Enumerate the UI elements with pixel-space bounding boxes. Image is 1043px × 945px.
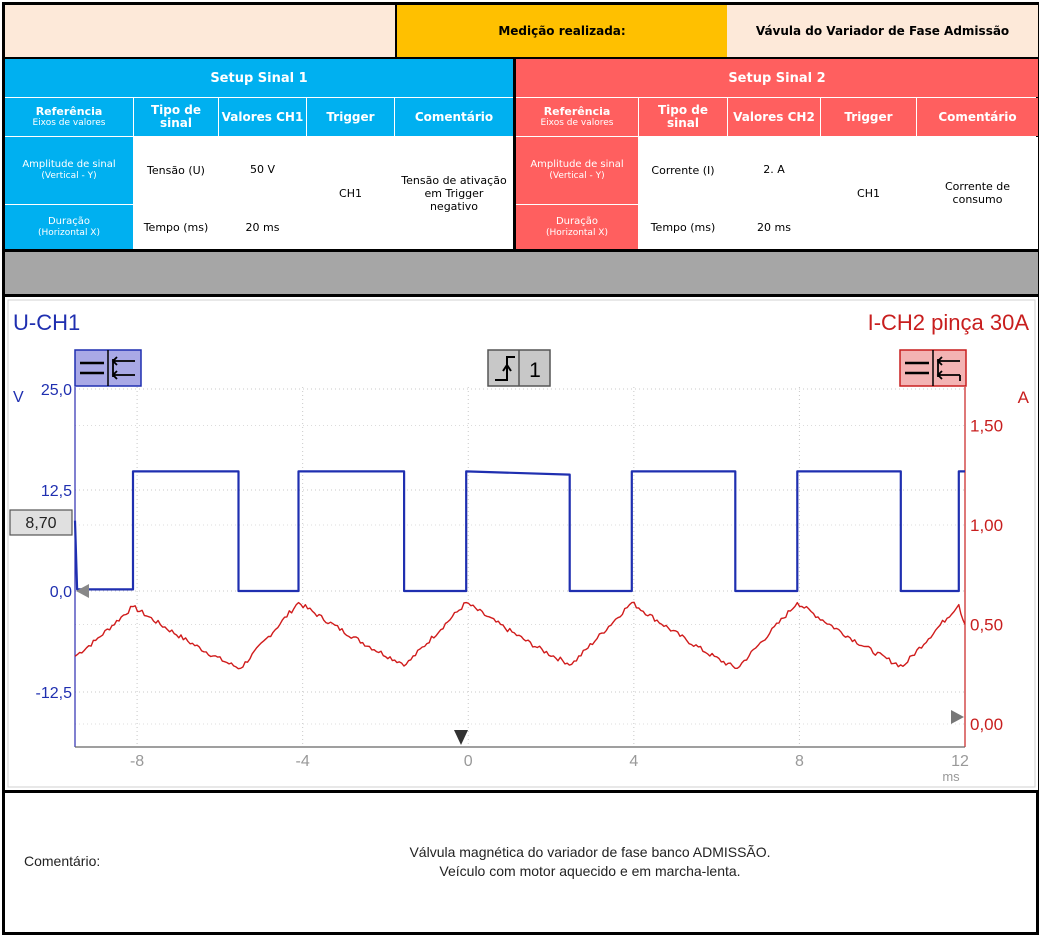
x-unit: ms [942,769,960,784]
y-right-tick-label: 1,00 [970,516,1003,535]
setup1-row2-ref: Duração (Horizontal X) [5,205,133,249]
table-line [5,249,1038,252]
table-line [395,5,397,57]
table-line [5,294,1038,297]
left-unit: V [13,389,24,406]
trigger-position-marker[interactable] [454,730,468,745]
setup1-col-trigger: Trigger [307,98,394,136]
x-tick-label: 8 [795,753,804,770]
setup1-col-ref: Referência Eixos de valores [5,98,133,136]
setup1-col-tipo: Tipo de sinal [134,98,218,136]
setup1-col-comentario: Comentário [395,98,513,136]
comment-line-2: Veículo com motor aquecido e em marcha-l… [439,863,741,879]
series-line-ch2 [74,601,966,670]
y-left-tick-label: 25,0 [41,382,72,399]
setup1-row1-ref-sub: (Vertical - Y) [41,171,97,181]
setup1-row2-ref-main: Duração [47,215,91,227]
oscilloscope-chart: U-CH1 I-CH2 pinça 30A V A ms -8 -4 0 4 8 12 25… [5,297,1038,790]
y-left-tick-label: -12,5 [36,685,73,702]
measurement-label: Medição realizada: [397,5,727,57]
header-empty-cell [5,5,395,57]
x-tick-label: 12 [951,753,969,770]
right-unit: A [1018,388,1030,407]
setup2-col-comentario: Comentário [917,98,1038,136]
x-tick-label: -8 [130,753,144,770]
setup1-col-ref-sub: Eixos de valores [32,117,106,128]
y-right-tick-label: 0,50 [970,616,1003,635]
ch2-label: I-CH2 pinça 30A [868,310,1030,335]
setup1-row2-valor: 20 ms [219,205,306,249]
setup1-row2-tipo: Tempo (ms) [134,205,218,249]
setup2-row2-ref-sub: (Horizontal X) [545,227,608,238]
setup2-row2-ref: Duração (Horizontal X) [516,205,638,249]
setup2-col-ref: Referência Eixos de valores [516,98,638,136]
trigger-icon[interactable]: 1 [487,349,551,387]
cursor-value-box[interactable]: 8,70 [9,509,73,536]
y-left-tick-label: 0,0 [50,584,72,601]
setup1-row1-tipo: Tensão (U) [134,137,218,204]
setup1-col-valores: Valores CH1 [219,98,306,136]
table-line [5,790,1038,793]
setup2-col-trigger: Trigger [821,98,916,136]
measurement-value: Vávula do Variador de Fase Admissão [727,5,1038,57]
setup2-title: Setup Sinal 2 [516,59,1038,97]
setup2-row1-ref-sub: (Vertical - Y) [549,171,605,181]
ch1-zero-marker[interactable] [76,584,89,598]
table-line [513,57,516,250]
setup1-col-ref-main: Referência [35,104,103,118]
setup2-col-ref-main: Referência [543,104,611,118]
x-tick-label: 0 [464,753,473,770]
setup2-col-ref-sub: Eixos de valores [540,117,614,128]
setup1-row1-ref: Amplitude de sinal (Vertical - Y) [5,137,133,204]
comment-line-1: Válvula magnética do variador de fase ba… [409,844,771,860]
comment-section: Comentário: Válvula magnética do variado… [5,793,1038,933]
setup1-row2-ref-sub: (Horizontal X) [37,227,100,238]
setup2-row2-ref-main: Duração [555,215,599,227]
comment-text: Válvula magnética do variador de fase ba… [285,843,895,881]
setup2-col-tipo: Tipo de sinal [639,98,727,136]
setup2-row1-tipo: Corrente (I) [639,137,727,204]
x-tick-label: 4 [629,753,638,770]
y-right-tick-label: 1,50 [970,417,1003,436]
comment-label: Comentário: [24,853,101,869]
setup1-title: Setup Sinal 1 [5,59,513,97]
setup2-row2-valor: 20 ms [728,205,820,249]
setup1-row1-ref-main: Amplitude de sinal [22,159,116,170]
ch2-zero-marker[interactable] [951,710,964,724]
ch1-label: U-CH1 [13,310,80,335]
y-right-tick-label: 0,00 [970,715,1003,734]
setup2-row1-ref: Amplitude de sinal (Vertical - Y) [516,137,638,204]
table-line [5,57,1038,59]
setup1-comentario: Tensão de ativação em Trigger negativo [395,137,513,249]
series-line-ch1 [73,470,965,593]
setup1-trigger: CH1 [307,137,394,249]
trigger-channel: 1 [529,359,541,382]
setup2-comentario: Corrente de consumo [917,137,1038,249]
setup2-trigger: CH1 [821,137,916,249]
ch1-scale-icon[interactable] [74,349,142,387]
setup2-col-valores: Valores CH2 [728,98,820,136]
setup2-row1-valor: 2. A [728,137,820,204]
y-left-tick-label: 12,5 [41,483,72,500]
ch2-scale-icon[interactable] [899,349,967,387]
setup1-row1-valor: 50 V [219,137,306,204]
setup2-row1-ref-main: Amplitude de sinal [530,159,624,170]
cursor-value: 8,70 [25,515,56,532]
setup2-row2-tipo: Tempo (ms) [639,205,727,249]
gray-separator [5,252,1038,295]
x-tick-label: -4 [296,753,310,770]
